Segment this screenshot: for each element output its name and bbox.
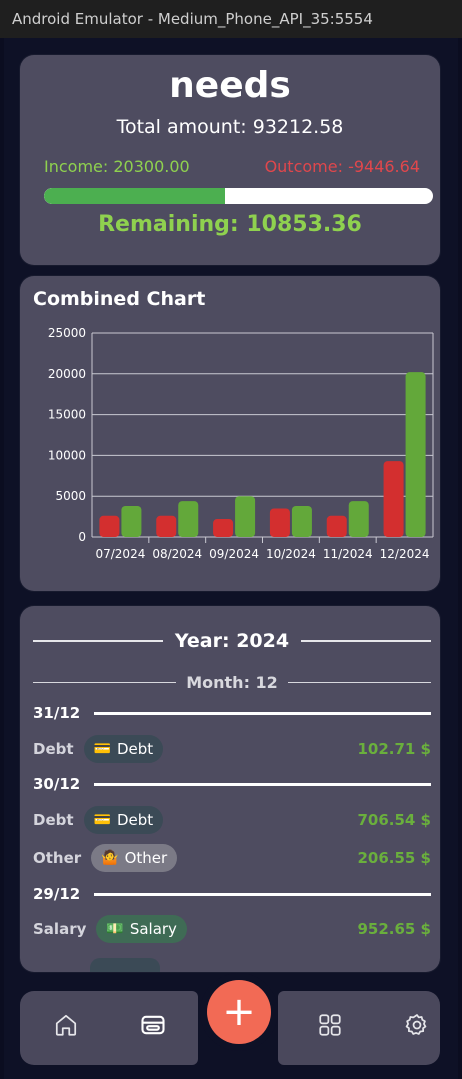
home-icon[interactable] — [50, 1009, 82, 1041]
nav-right-panel — [278, 991, 440, 1065]
settings-icon[interactable] — [401, 1009, 433, 1041]
credit-card-icon: 💳 — [93, 812, 111, 828]
x-tick-label: 12/2024 — [380, 547, 430, 561]
day-header: 30/12 — [33, 774, 431, 794]
chart-bar — [348, 501, 369, 537]
divider — [33, 681, 177, 683]
outcome-amount: Outcome: -9446.64 — [264, 157, 420, 176]
partial-chip — [90, 958, 160, 972]
chart-bar — [121, 505, 142, 537]
y-tick-label: 10000 — [48, 448, 86, 462]
divider — [287, 681, 432, 683]
divider — [33, 640, 163, 642]
y-tick-label: 15000 — [48, 408, 86, 422]
category-chip[interactable]: 💳 Debt — [83, 806, 164, 834]
add-icon: + — [222, 989, 256, 1035]
chart-bar — [213, 519, 234, 537]
chip-label: Other — [124, 849, 168, 867]
y-tick-label: 5000 — [55, 489, 86, 503]
chart-bar — [156, 515, 177, 537]
x-tick-label: 10/2024 — [266, 547, 316, 561]
chart-bar — [405, 372, 426, 537]
y-tick-label: 25000 — [48, 326, 86, 340]
x-tick-label: 11/2024 — [323, 547, 373, 561]
chart-bar — [383, 461, 404, 537]
month-label: Month: 12 — [186, 672, 278, 692]
category-chip[interactable]: 💳 Debt — [83, 735, 164, 763]
transaction-category: Debt — [33, 811, 74, 829]
transaction-row[interactable]: Debt 💳 Debt 706.54 $ — [33, 805, 431, 835]
transaction-category: Salary — [33, 920, 87, 938]
year-label: Year: 2024 — [174, 630, 290, 652]
chart-bar — [178, 501, 199, 537]
chart-title: Combined Chart — [33, 288, 206, 310]
budget-summary-card: needs Total amount: 93212.58 Income: 203… — [20, 55, 440, 265]
divider — [94, 782, 431, 786]
app-screen: needs Total amount: 93212.58 Income: 203… — [4, 38, 458, 1079]
x-tick-label: 09/2024 — [209, 547, 259, 561]
chart-bar — [99, 515, 120, 537]
y-tick-label: 20000 — [48, 367, 86, 381]
transaction-row[interactable]: Other 🤷 Other 206.55 $ — [33, 843, 431, 873]
year-header: Year: 2024 — [33, 628, 431, 654]
x-tick-label: 07/2024 — [95, 547, 145, 561]
chip-label: Debt — [116, 740, 154, 758]
x-tick-label: 08/2024 — [152, 547, 202, 561]
remaining-amount: Remaining: 10853.36 — [98, 212, 362, 237]
chart-bar — [291, 505, 312, 537]
income-amount: Income: 20300.00 — [44, 157, 190, 176]
transaction-amount: 206.55 $ — [357, 849, 431, 867]
divider — [94, 892, 431, 896]
credit-card-icon: 💳 — [93, 741, 111, 757]
total-amount: Total amount: 93212.58 — [116, 116, 344, 138]
shrug-person-icon: 🤷 — [101, 850, 119, 866]
transaction-category: Other — [33, 849, 82, 867]
budget-progress-fill — [44, 188, 225, 204]
category-chip[interactable]: 🤷 Other — [91, 844, 178, 872]
money-bill-icon: 💵 — [106, 921, 124, 937]
window-title-bar: Android Emulator - Medium_Phone_API_35:5… — [0, 0, 462, 38]
window-title: Android Emulator - Medium_Phone_API_35:5… — [12, 10, 373, 28]
day-label: 31/12 — [33, 704, 81, 722]
bottom-navigation: + — [20, 973, 440, 1065]
day-label: 29/12 — [33, 885, 81, 903]
day-label: 30/12 — [33, 775, 81, 793]
divider — [94, 711, 431, 715]
wallet-icon[interactable] — [137, 1009, 169, 1041]
chip-label: Salary — [129, 920, 177, 938]
budget-title: needs — [169, 65, 291, 106]
add-transaction-button[interactable]: + — [207, 980, 271, 1044]
divider — [301, 640, 431, 642]
month-header: Month: 12 — [33, 671, 432, 693]
transaction-amount: 952.65 $ — [357, 920, 431, 938]
transaction-row[interactable]: Salary 💵 Salary 952.65 $ — [33, 914, 431, 944]
day-header: 31/12 — [33, 703, 431, 723]
grid-icon[interactable] — [314, 1009, 346, 1041]
chip-label: Debt — [116, 811, 154, 829]
chart-bar — [269, 508, 290, 537]
transaction-amount: 102.71 $ — [357, 740, 431, 758]
combined-chart-card: Combined Chart 0 5000 10000 15000 20000 25000… — [20, 276, 440, 591]
nav-left-panel — [20, 991, 198, 1065]
budget-progress-bar — [44, 188, 433, 204]
chart-bar — [235, 496, 256, 537]
transaction-amount: 706.54 $ — [357, 811, 431, 829]
y-tick-label: 0 — [78, 530, 86, 544]
combined-bar-chart: 0 5000 10000 15000 20000 25000 07/2024 08/2024 0… — [48, 326, 434, 561]
chart-bar — [326, 515, 347, 537]
transaction-category: Debt — [33, 740, 74, 758]
transactions-list-card: Year: 2024 Month: 12 31/12 Debt 💳 Debt 1… — [20, 606, 440, 972]
category-chip[interactable]: 💵 Salary — [96, 915, 187, 943]
transaction-row[interactable]: Debt 💳 Debt 102.71 $ — [33, 734, 431, 764]
day-header: 29/12 — [33, 884, 431, 904]
